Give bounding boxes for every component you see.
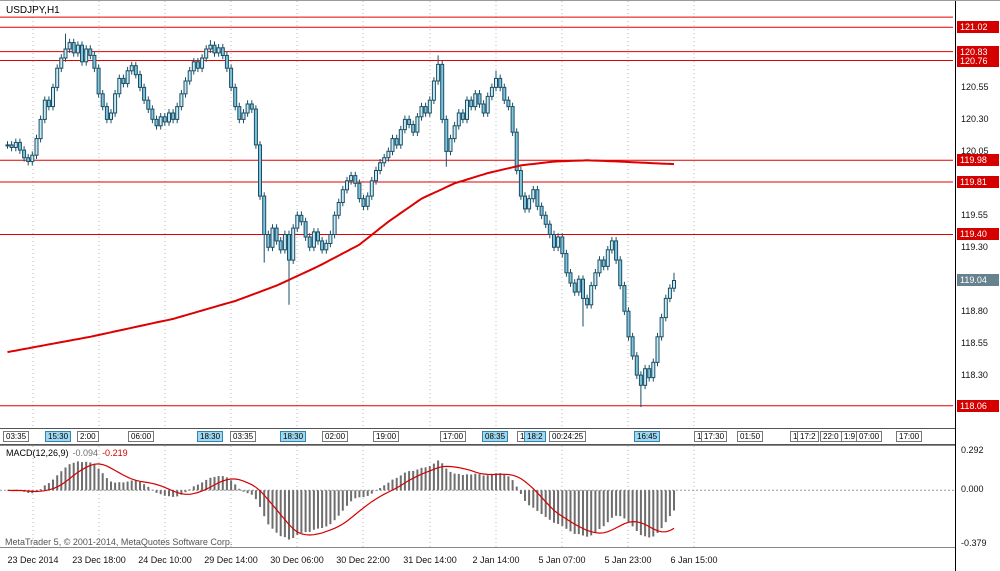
time-axis[interactable]: 23 Dec 2014 23 Dec 18:00 24 Dec 10:00 29 De…: [0, 551, 955, 571]
macd-tick: 0.292: [961, 445, 984, 455]
time-tag[interactable]: 15:30: [45, 431, 72, 442]
macd-panel[interactable]: [0, 445, 955, 548]
time-axis-label: 29 Dec 14:00: [204, 555, 258, 565]
grid-group: [32, 1, 695, 427]
price-line-label: 119.81: [957, 176, 999, 188]
price-line-label: 118.06: [957, 400, 999, 412]
price-line-label: 121.02: [957, 21, 999, 33]
time-tag[interactable]: 03:35: [230, 431, 257, 442]
ma-line: [7, 159, 675, 354]
macd-grid: [32, 446, 695, 547]
time-axis-label: 23 Dec 2014: [7, 555, 59, 565]
time-axis-label: 2 Jan 14:00: [472, 555, 520, 565]
time-tag[interactable]: 17:2: [797, 431, 819, 442]
time-tag[interactable]: 02:00: [322, 431, 349, 442]
time-tag[interactable]: 17:00: [440, 431, 467, 442]
time-tag[interactable]: 06:00: [128, 431, 155, 442]
time-axis-label: 31 Dec 14:00: [403, 555, 457, 565]
macd-tick: -0.379: [961, 538, 987, 548]
price-tick: 120.05: [961, 146, 989, 156]
price-chart-svg[interactable]: [0, 1, 955, 428]
price-chart[interactable]: USDJPY,H1: [0, 1, 955, 429]
current-price-label: 119.04: [957, 274, 999, 286]
macd-indicator-label: MACD(12,26,9) -0.094 -0.219: [6, 448, 128, 458]
price-axis[interactable]: 120.55 120.30 120.05 119.55 119.30 118.80 118.…: [955, 1, 1000, 571]
macd-signal-line: [7, 463, 675, 536]
time-axis-label: 30 Dec 06:00: [270, 555, 324, 565]
price-line-label: 119.98: [957, 154, 999, 166]
macd-title: MACD(12,26,9): [6, 448, 69, 458]
price-tick: 119.55: [961, 210, 988, 220]
time-tag[interactable]: 03:35: [3, 431, 30, 442]
price-tick: 118.55: [961, 338, 988, 348]
time-tag[interactable]: 07:00: [856, 431, 883, 442]
time-axis-label: 5 Jan 23:00: [604, 555, 652, 565]
time-tag[interactable]: 19:00: [373, 431, 400, 442]
copyright-label: MetaTrader 5, © 2001-2014, MetaQuotes So…: [5, 537, 233, 547]
price-tick: 119.30: [961, 242, 988, 252]
time-tag[interactable]: 18:30: [280, 431, 307, 442]
time-axis-label: 24 Dec 10:00: [138, 555, 192, 565]
macd-histogram: [10, 460, 675, 540]
time-tag[interactable]: 18:2: [524, 431, 546, 442]
price-tick: 118.80: [961, 306, 988, 316]
time-tag[interactable]: 17:00: [896, 431, 923, 442]
time-axis-label: 5 Jan 07:00: [538, 555, 586, 565]
time-tag[interactable]: 00:24:25: [549, 431, 587, 442]
symbol-label: USDJPY,H1: [6, 5, 60, 16]
price-tick: 120.30: [961, 114, 989, 124]
macd-main-value: -0.094: [72, 448, 99, 458]
macd-tick: 0.000: [961, 484, 984, 494]
macd-svg[interactable]: [0, 446, 955, 547]
price-tick: 118.30: [961, 370, 988, 380]
macd-signal-value: -0.219: [102, 448, 128, 458]
time-axis-label: 6 Jan 15:00: [670, 555, 718, 565]
price-lines-group: [0, 16, 953, 407]
time-tag[interactable]: 17:30: [701, 431, 728, 442]
time-axis-label: 23 Dec 18:00: [72, 555, 126, 565]
time-axis-label: 30 Dec 22:00: [336, 555, 390, 565]
time-tag[interactable]: 2:00: [77, 431, 99, 442]
time-tag-strip: 03:35 15:30 2:00 06:00 18:30 03:35 18:30 02:00 1…: [0, 429, 955, 445]
time-tag[interactable]: 08:35: [482, 431, 509, 442]
time-tag[interactable]: 16:45: [634, 431, 661, 442]
price-tick: 120.55: [961, 82, 989, 92]
candles-group: [5, 33, 676, 408]
time-tag[interactable]: 01:50: [737, 431, 764, 442]
time-tag[interactable]: 18:30: [197, 431, 224, 442]
price-line-label: 119.40: [957, 228, 999, 240]
time-tag[interactable]: 22:0: [820, 431, 842, 442]
price-line-label: 120.76: [957, 55, 999, 67]
